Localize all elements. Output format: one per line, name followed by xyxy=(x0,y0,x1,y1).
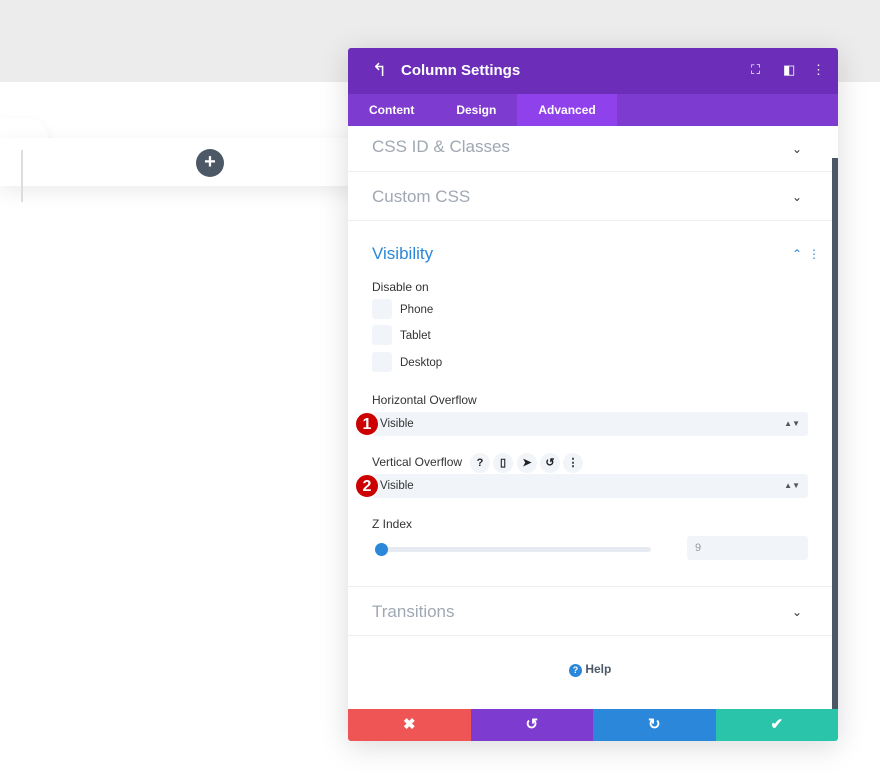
disable-on-label: Disable on xyxy=(372,280,429,294)
tab-advanced[interactable]: Advanced xyxy=(517,94,617,126)
more-icon[interactable]: ⋮ xyxy=(563,453,583,473)
desktop-label: Desktop xyxy=(400,357,443,369)
chevron-down-icon[interactable]: ⌄ xyxy=(791,142,802,156)
section-title: CSS ID & Classes xyxy=(372,137,510,156)
chevron-down-icon[interactable]: ⌄ xyxy=(791,605,802,619)
section-visibility: Visibility ⌃ ⋮ xyxy=(348,221,832,587)
add-row-button[interactable]: + xyxy=(196,149,224,177)
reset-icon[interactable]: ↺ xyxy=(540,453,560,473)
help-link[interactable]: ? Help xyxy=(569,662,611,677)
tablet-checkbox[interactable] xyxy=(372,325,392,345)
section-custom-css[interactable]: Custom CSS ⌄ xyxy=(348,172,832,221)
vertical-overflow-label: Vertical Overflow xyxy=(372,455,463,469)
z-index-label: Z Index xyxy=(372,517,413,531)
tab-design[interactable]: Design xyxy=(456,103,497,117)
help-icon: ? xyxy=(569,664,582,677)
vertical-overflow-select[interactable]: Visible ▲▼ xyxy=(372,474,808,498)
scrollbar[interactable] xyxy=(832,158,838,713)
help-icon[interactable]: ? xyxy=(470,453,490,473)
horizontal-overflow-label: Horizontal Overflow xyxy=(372,393,477,407)
section-title: Transitions xyxy=(372,602,455,621)
undo-button[interactable]: ↺ xyxy=(470,709,593,741)
z-index-input[interactable]: 9 xyxy=(687,536,808,560)
hover-icon[interactable]: ➤ xyxy=(517,453,537,473)
phone-checkbox[interactable] xyxy=(372,299,392,319)
panel-footer: ✖ ↺ ↻ ✔ xyxy=(348,709,838,741)
select-arrows-icon: ▲▼ xyxy=(784,419,800,428)
back-icon[interactable]: ↰ xyxy=(372,60,388,80)
fullscreen-icon[interactable]: ⛶ xyxy=(751,62,761,77)
help-label: Help xyxy=(585,662,612,676)
select-arrows-icon: ▲▼ xyxy=(784,481,800,490)
phone-label: Phone xyxy=(400,304,434,316)
split-view-icon[interactable]: ◧ xyxy=(783,62,796,77)
more-options-icon[interactable]: ⋮ xyxy=(812,62,825,77)
divider xyxy=(21,150,23,202)
cancel-button[interactable]: ✖ xyxy=(348,709,471,741)
tablet-label: Tablet xyxy=(400,330,431,342)
tab-content[interactable]: Content xyxy=(369,103,415,117)
chevron-down-icon[interactable]: ⌄ xyxy=(791,190,802,204)
section-transitions[interactable]: Transitions ⌄ xyxy=(348,587,832,636)
slider-handle[interactable] xyxy=(375,543,388,556)
horizontal-overflow-select[interactable]: Visible ▲▼ xyxy=(372,412,808,436)
panel-title: Column Settings xyxy=(401,62,521,79)
z-index-slider[interactable] xyxy=(376,547,651,552)
responsive-icon[interactable]: ▯ xyxy=(493,453,513,473)
column-settings-panel: ↰ Column Settings ⛶ ◧ ⋮ Content Design A… xyxy=(348,48,838,741)
redo-button[interactable]: ↻ xyxy=(593,709,716,741)
chevron-up-icon[interactable]: ⌃ xyxy=(791,247,802,261)
section-title: Custom CSS xyxy=(372,187,471,206)
desktop-checkbox[interactable] xyxy=(372,352,392,372)
annotation-badge: 2 xyxy=(355,474,379,498)
select-value: Visible xyxy=(380,418,414,430)
row-placeholder xyxy=(0,138,360,186)
section-title[interactable]: Visibility xyxy=(372,244,434,263)
annotation-badge: 1 xyxy=(355,412,379,436)
select-value: Visible xyxy=(380,480,414,492)
save-button[interactable]: ✔ xyxy=(715,709,838,741)
tabs: Content Design Advanced xyxy=(348,94,838,126)
panel-header: ↰ Column Settings ⛶ ◧ ⋮ xyxy=(348,48,838,94)
more-icon[interactable]: ⋮ xyxy=(808,247,820,261)
section-css-id[interactable]: CSS ID & Classes ⌄ xyxy=(348,126,832,172)
